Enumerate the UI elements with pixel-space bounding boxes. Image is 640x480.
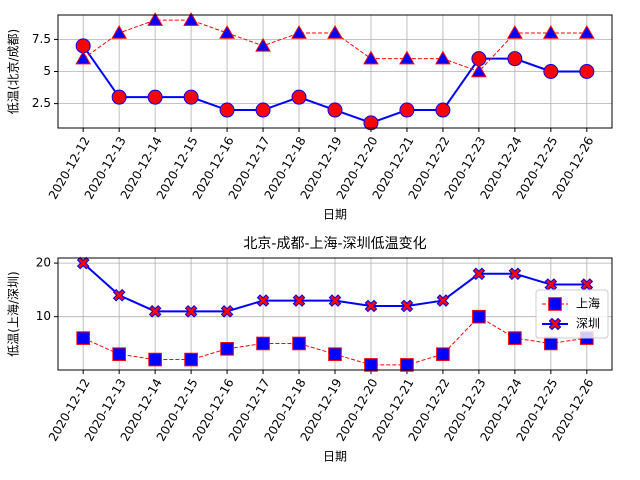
marker xyxy=(291,89,307,105)
marker xyxy=(148,305,162,318)
marker xyxy=(400,299,414,313)
marker xyxy=(220,342,234,356)
marker xyxy=(147,12,163,26)
marker xyxy=(255,102,271,118)
marker xyxy=(436,347,450,361)
marker xyxy=(579,64,595,79)
marker xyxy=(111,24,128,39)
marker xyxy=(435,50,451,65)
marker xyxy=(507,51,523,67)
marker xyxy=(544,278,558,291)
y-tick-label: 10 xyxy=(36,309,51,323)
series-line xyxy=(82,19,587,73)
plot-frame xyxy=(57,14,613,129)
marker xyxy=(183,12,199,26)
marker xyxy=(112,288,126,302)
marker xyxy=(219,102,235,118)
marker xyxy=(327,102,343,118)
marker xyxy=(578,24,595,39)
marker xyxy=(508,267,522,281)
marker xyxy=(256,294,270,307)
marker xyxy=(364,358,378,372)
marker xyxy=(472,267,486,281)
marker xyxy=(542,24,559,39)
chart-title: 北京-成都-上海-深圳低温变化 xyxy=(243,236,426,252)
marker xyxy=(544,336,558,351)
y-tick-label: 7.5 xyxy=(32,32,51,46)
marker xyxy=(291,24,307,39)
legend-label: 深圳 xyxy=(576,317,600,331)
marker xyxy=(76,256,90,270)
marker xyxy=(256,336,270,351)
x-axis-label: 日期 xyxy=(323,450,347,464)
marker xyxy=(399,50,415,65)
y-axis-label: 低温(北京/成都) xyxy=(7,29,21,114)
marker xyxy=(400,358,414,372)
y-tick-label: 2.5 xyxy=(32,96,51,110)
marker xyxy=(184,305,198,318)
marker xyxy=(184,352,198,367)
marker xyxy=(399,102,415,118)
legend-marker xyxy=(548,317,562,331)
marker xyxy=(111,89,127,105)
marker xyxy=(471,63,487,78)
marker xyxy=(147,89,163,105)
marker xyxy=(292,294,306,307)
marker xyxy=(363,50,379,65)
marker xyxy=(364,299,378,313)
marker xyxy=(220,305,234,318)
marker xyxy=(76,331,90,345)
marker xyxy=(112,347,126,361)
marker xyxy=(183,89,199,105)
marker xyxy=(75,50,92,65)
y-tick-label: 5 xyxy=(43,64,51,78)
marker xyxy=(363,115,379,131)
subplot: 北京-成都-上海-深圳低温变化10202020-12-122020-12-132… xyxy=(6,236,613,464)
marker xyxy=(508,331,522,345)
marker xyxy=(148,352,162,367)
y-tick-label: 20 xyxy=(36,256,51,270)
legend-marker xyxy=(548,297,562,311)
marker xyxy=(580,278,594,291)
marker xyxy=(327,24,343,39)
marker xyxy=(436,294,450,307)
plot-frame xyxy=(57,257,613,371)
marker xyxy=(328,347,342,361)
y-axis-label: 低温(上海/深圳) xyxy=(6,271,21,356)
marker xyxy=(507,24,523,39)
legend-label: 上海 xyxy=(576,296,600,311)
subplot: 2.557.52020-12-122020-12-132020-12-14202… xyxy=(7,12,613,222)
marker xyxy=(435,102,451,118)
x-axis-label: 日期 xyxy=(323,208,347,222)
marker xyxy=(292,336,306,351)
marker xyxy=(255,37,271,52)
marker xyxy=(219,24,235,39)
marker xyxy=(328,294,342,307)
marker xyxy=(472,309,486,324)
marker xyxy=(543,64,559,79)
